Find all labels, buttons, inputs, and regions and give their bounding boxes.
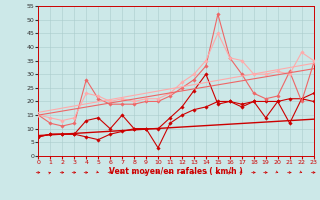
X-axis label: Vent moyen/en rafales ( km/h ): Vent moyen/en rafales ( km/h )	[109, 167, 243, 176]
